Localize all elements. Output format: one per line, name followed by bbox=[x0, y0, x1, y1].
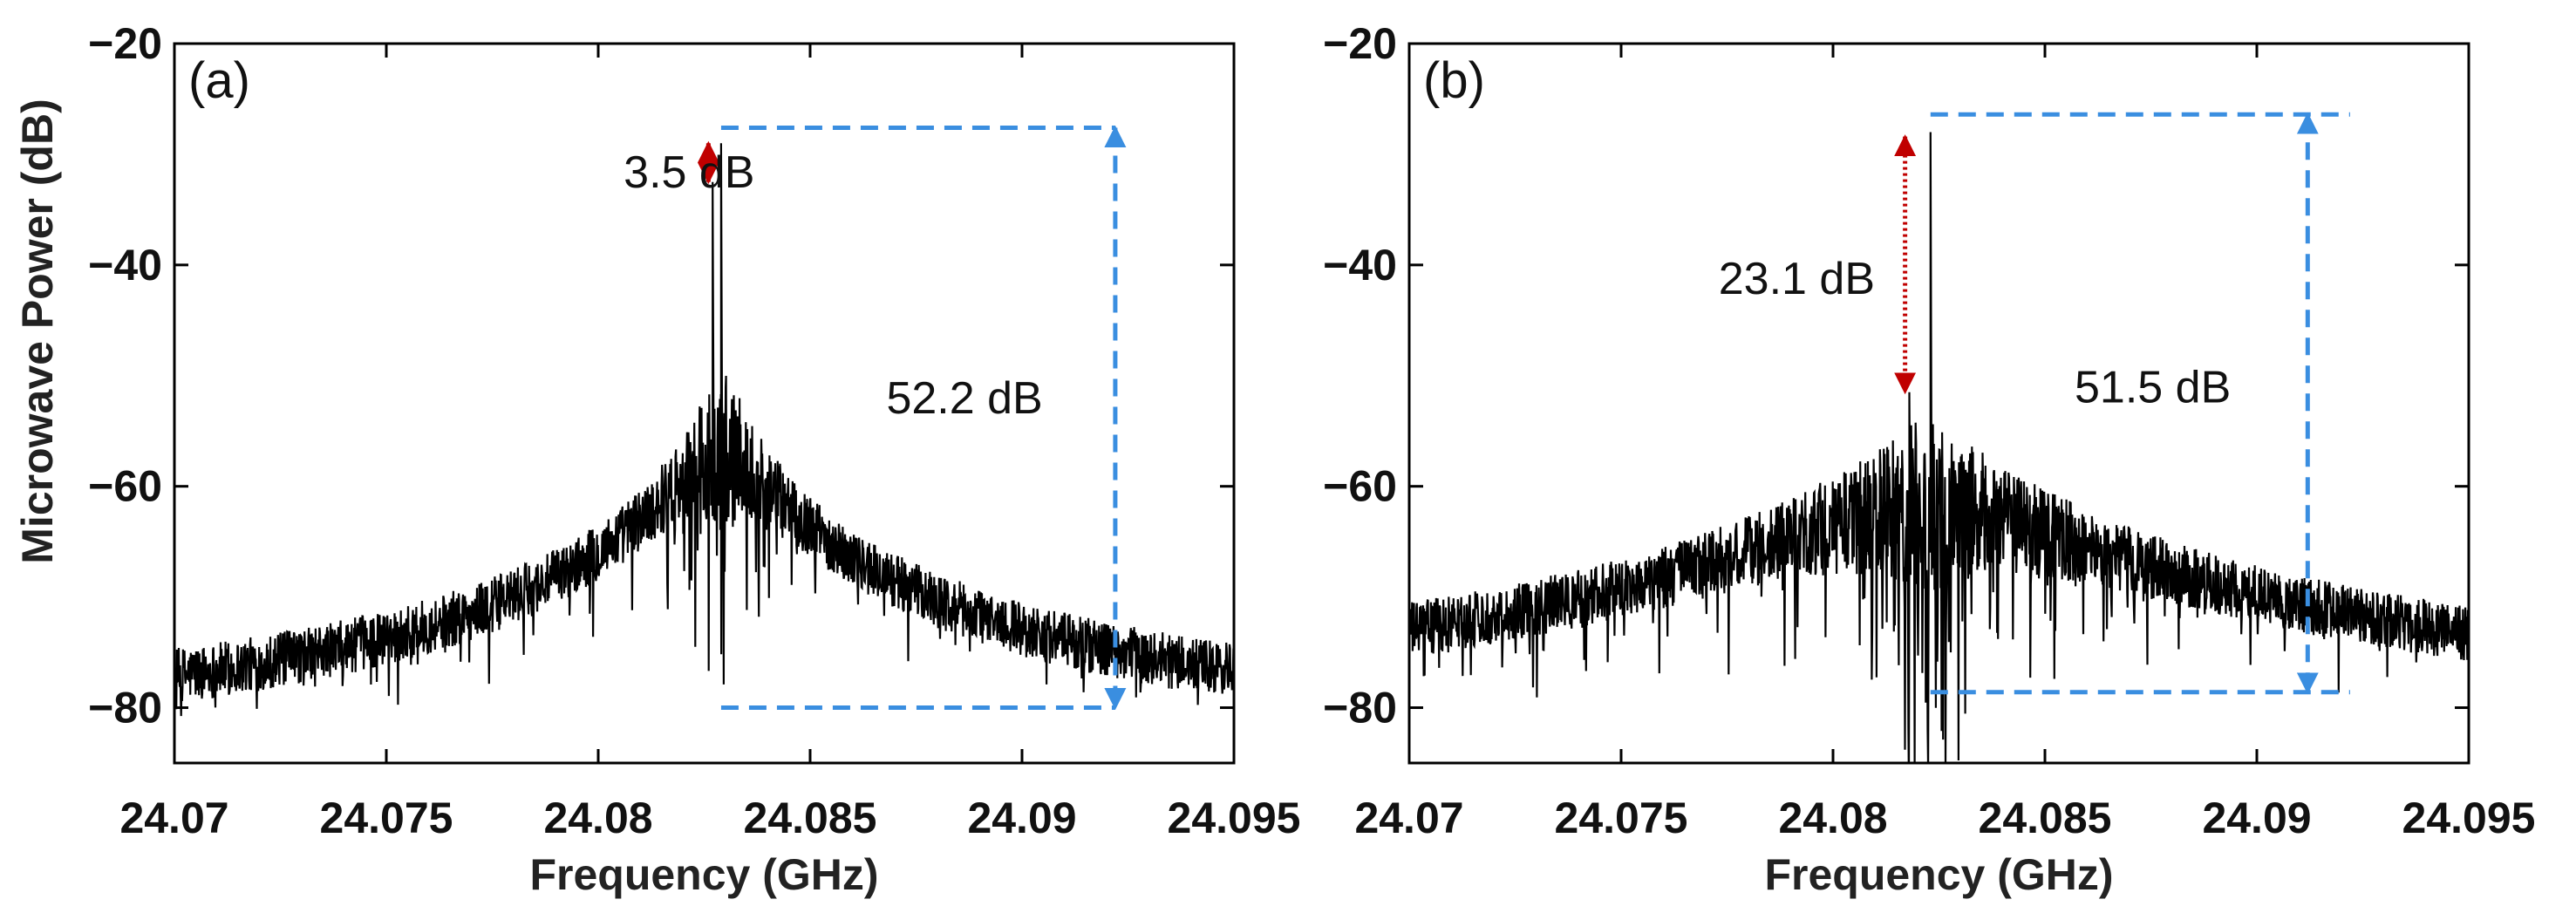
annotation-label-a: 3.5 dB bbox=[624, 147, 754, 198]
x-tick-label: 24.095 bbox=[1168, 794, 1301, 842]
y-tick-label: −80 bbox=[88, 684, 162, 732]
y-tick-label: −20 bbox=[88, 19, 162, 68]
x-axis-label-b: Frequency (GHz) bbox=[1764, 850, 2113, 899]
x-tick-label: 24.085 bbox=[744, 794, 877, 842]
x-tick-label: 24.075 bbox=[320, 794, 453, 842]
x-tick-label: 24.09 bbox=[967, 794, 1076, 842]
x-tick-label: 24.08 bbox=[1778, 794, 1887, 842]
annotations-b: 23.1 dB 51.5 dB bbox=[1719, 112, 2350, 695]
x-tick-label: 24.085 bbox=[1979, 794, 2112, 842]
annotation-label-b: 51.5 dB bbox=[2075, 362, 2231, 412]
x-tick-label: 24.07 bbox=[1354, 794, 1463, 842]
y-tick-label: −40 bbox=[88, 241, 162, 290]
y-tick-label: −60 bbox=[88, 462, 162, 511]
y-tick-label: −80 bbox=[1323, 684, 1397, 732]
x-tick-label: 24.075 bbox=[1555, 794, 1688, 842]
ticks-a: 24.07 24.075 24.08 24.085 24.09 24.095 −20 −40 −… bbox=[88, 19, 1300, 842]
panel-label-b: (b) bbox=[1423, 52, 1485, 109]
spectrum-trace-a bbox=[174, 143, 1234, 739]
annotation-label-b: 23.1 dB bbox=[1719, 254, 1875, 304]
x-tick-label: 24.08 bbox=[543, 794, 652, 842]
annotation-label-a: 52.2 dB bbox=[886, 373, 1042, 424]
y-axis-label: Microwave Power (dB) bbox=[13, 99, 62, 563]
y-tick-label: −60 bbox=[1323, 462, 1397, 511]
y-tick-label: −40 bbox=[1323, 241, 1397, 290]
x-tick-label: 24.07 bbox=[119, 794, 228, 842]
ticks-b: 24.07 24.075 24.08 24.085 24.09 24.095 −20 −40 −… bbox=[1323, 19, 2535, 842]
annotations-a: 3.5 dB 52.2 dB bbox=[624, 125, 1127, 711]
spectrum-line-a bbox=[174, 143, 1234, 739]
x-axis-label-a: Frequency (GHz) bbox=[529, 850, 878, 899]
y-tick-label: −20 bbox=[1323, 19, 1397, 68]
panel-label-a: (a) bbox=[188, 52, 250, 109]
plot-frame-b bbox=[1407, 42, 2470, 765]
x-tick-label: 24.095 bbox=[2402, 794, 2536, 842]
x-tick-label: 24.09 bbox=[2202, 794, 2311, 842]
plot-frame-a bbox=[173, 42, 1236, 765]
